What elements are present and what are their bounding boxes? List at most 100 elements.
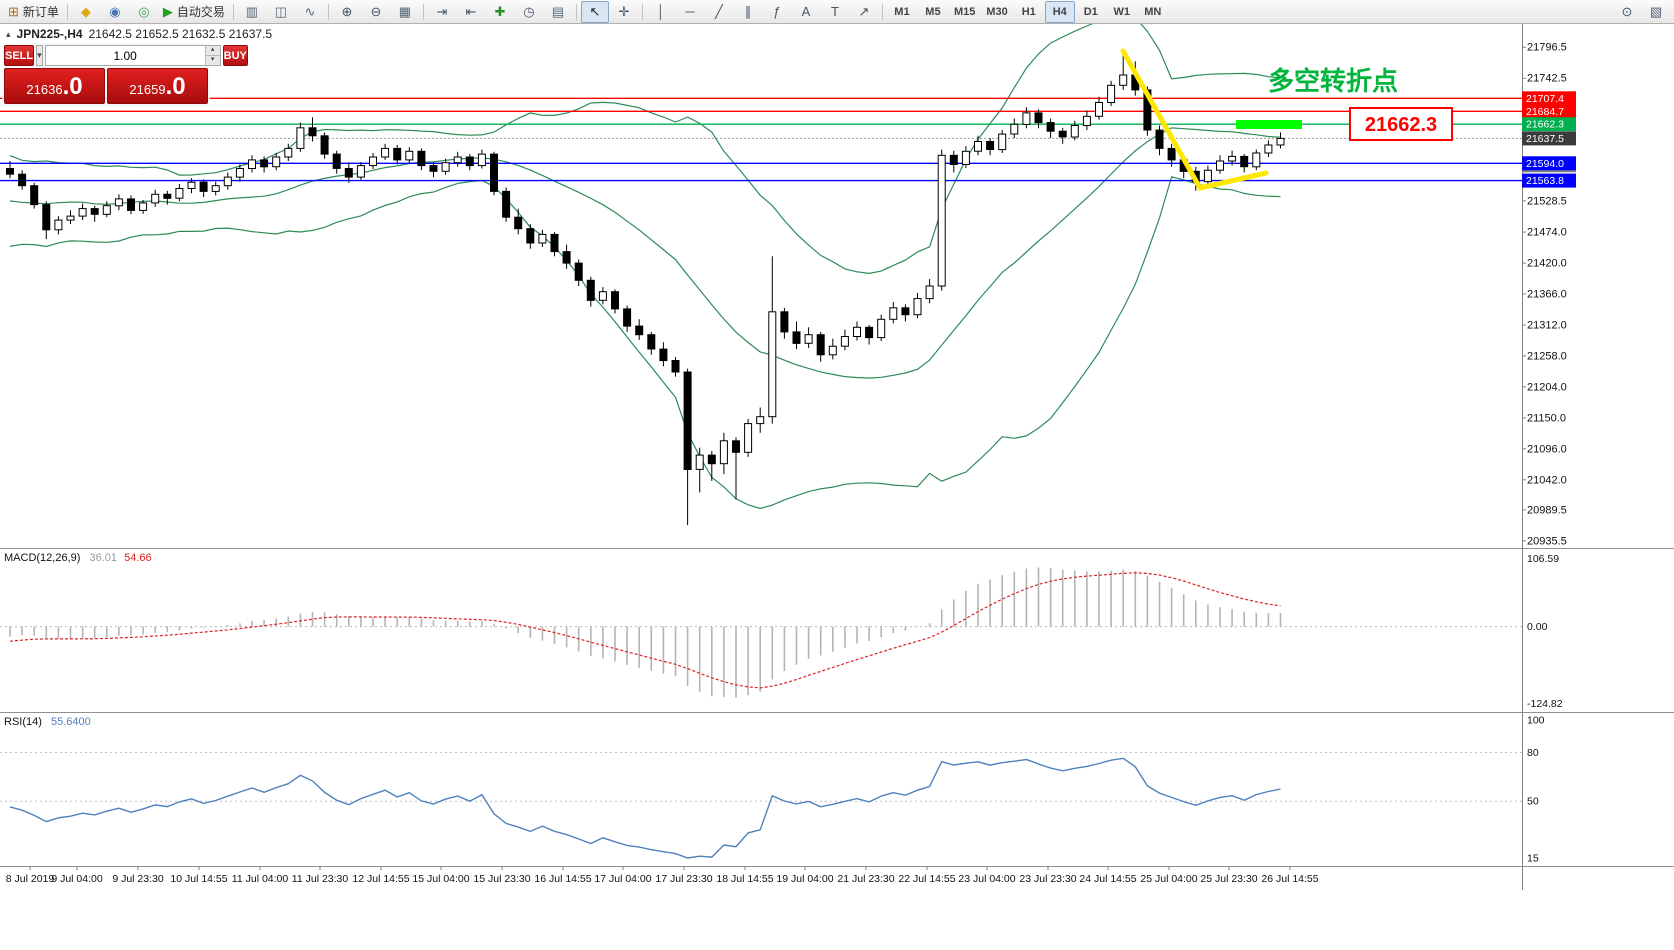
volume-dropdown-icon[interactable]: ▾ (36, 45, 43, 66)
market-watch-button[interactable]: ◉ (101, 1, 129, 23)
channel-button[interactable]: ∥ (734, 1, 762, 23)
price-tick-label: 21742.5 (1527, 73, 1567, 85)
timeframe-m1-button[interactable]: M1 (887, 1, 917, 23)
candle (490, 153, 498, 192)
sell-button[interactable]: SELL (4, 45, 35, 66)
timeframe-w1-button[interactable]: W1 (1107, 1, 1137, 23)
cursor-button[interactable]: ↖ (580, 0, 609, 23)
vertical-line-button[interactable]: │ (647, 1, 675, 23)
market-watch-icon: ◉ (109, 4, 121, 19)
main-chart[interactable]: 多空转折点 21662.3 21796.5 21742.5 21528.5 21474… (0, 24, 1674, 548)
rsi-chart[interactable]: RSI(14) 55.6400 100 80 50 15 (0, 712, 1674, 866)
time-tick-label: 8 Jul 2019 (6, 873, 55, 885)
annotation-turning-point-text[interactable]: 多空转折点 (1268, 66, 1398, 96)
candle (623, 308, 632, 327)
sell-price-box[interactable]: 21636.0 (4, 68, 105, 104)
candle (768, 311, 777, 418)
crosshair-icon: ✛ (618, 4, 630, 19)
crosshair-button[interactable]: ✛ (610, 1, 638, 23)
candle (6, 168, 14, 175)
bottom-filler (0, 890, 1674, 950)
candlestick-chart-button[interactable]: ◫ (267, 1, 295, 23)
indicators-button[interactable]: ✚ (486, 1, 514, 23)
yellow-trendline[interactable] (1197, 170, 1269, 191)
panel-collapse-icon[interactable]: ▴ (6, 28, 11, 39)
zoom-out-button[interactable]: ⊖ (362, 1, 390, 23)
fibonacci-button[interactable]: ƒ (763, 1, 791, 23)
templates-button[interactable]: ▤ (544, 1, 572, 23)
line-chart-button[interactable]: ∿ (296, 1, 324, 23)
zoom-in-button[interactable]: ⊕ (333, 1, 361, 23)
macd-chart[interactable]: MACD(12,26,9) 36.01 54.66 106.59 0.00 -124… (0, 548, 1674, 712)
green-highlight-bar[interactable] (1236, 120, 1302, 129)
bar-chart-button[interactable]: ▥ (238, 1, 266, 23)
annotation-price-frame[interactable] (1349, 107, 1453, 141)
time-tick-label: 18 Jul 14:55 (716, 873, 773, 885)
timeframe-h4-button[interactable]: H4 (1044, 0, 1075, 23)
time-tick-label: 17 Jul 04:00 (594, 873, 651, 885)
candle (1058, 130, 1067, 138)
text-button[interactable]: A (792, 1, 820, 23)
candle (1228, 155, 1237, 162)
candle (961, 150, 970, 166)
timeframe-m5-button[interactable]: M5 (918, 1, 948, 23)
candle (199, 181, 208, 192)
line-chart-icon: ∿ (304, 4, 316, 19)
candle (1107, 84, 1116, 103)
timeframe-mn-button[interactable]: MN (1138, 1, 1168, 23)
price-tag (1522, 173, 1576, 188)
horizontal-line-icon: ─ (685, 4, 695, 19)
macd-scale-label: 106.59 (1527, 553, 1559, 565)
new-order-button[interactable]: ⊞ 新订单 (4, 1, 63, 23)
new-order-button-label: 新订单 (22, 5, 59, 19)
yellow-trendline[interactable] (1120, 48, 1203, 191)
autotrading-button[interactable]: ▶ 自动交易 (159, 1, 229, 23)
chart-shift-button[interactable]: ⇤ (457, 1, 485, 23)
price-tick-label: 21796.5 (1527, 42, 1567, 54)
arrows-button[interactable]: ↗ (850, 1, 878, 23)
candlestick-chart-icon: ◫ (274, 4, 288, 19)
price-tag-label: 21563.8 (1526, 175, 1564, 187)
trendline-button[interactable]: ╱ (705, 1, 733, 23)
candle (393, 147, 402, 161)
buy-price-box[interactable]: 21659.0 (107, 68, 208, 104)
candle (248, 159, 256, 169)
timeframe-m15-button[interactable]: M15 (949, 1, 980, 23)
candle (1167, 147, 1176, 161)
metaeditor-button[interactable]: ◆ (72, 1, 100, 23)
periods-button[interactable]: ◷ (515, 1, 543, 23)
candle (272, 156, 281, 168)
chart-properties-button[interactable]: ▧ (1642, 1, 1670, 23)
candle (828, 345, 837, 356)
strategy-tester-button[interactable]: ◎ (130, 1, 158, 23)
timeframe-d1-button[interactable]: D1 (1076, 1, 1106, 23)
search-button[interactable]: ⊙ (1613, 1, 1641, 23)
buy-button[interactable]: BUY (222, 45, 248, 66)
horizontal-lines[interactable] (0, 97, 1522, 182)
text-label-button[interactable]: T (821, 1, 849, 23)
price-tag (1522, 156, 1576, 171)
horizontal-line-button[interactable]: ─ (676, 1, 704, 23)
timeframe-m30-button[interactable]: M30 (981, 1, 1012, 23)
buy-price-pips: .0 (165, 73, 186, 100)
candle (1119, 74, 1128, 86)
price-axis: 21796.5 21742.5 21528.5 21474.0 21420.0 21366… (1522, 24, 1567, 548)
candle (441, 162, 450, 172)
tile-windows-button[interactable]: ▦ (391, 1, 419, 23)
volume-up-button[interactable]: ▴ (204, 46, 220, 56)
candle (562, 251, 571, 264)
volume-down-button[interactable]: ▾ (204, 56, 220, 65)
vertical-line-icon: │ (656, 4, 665, 19)
candle (369, 156, 377, 167)
timeframe-h1-button[interactable]: H1 (1014, 1, 1044, 23)
drawn-annotations[interactable] (1120, 48, 1302, 191)
text-icon: A (801, 4, 811, 19)
auto-scroll-button[interactable]: ⇥ (428, 1, 456, 23)
new-order-icon: ⊞ (8, 4, 19, 19)
rsi-series (0, 712, 1674, 859)
price-tick-label: 21204.0 (1527, 381, 1567, 393)
volume-spinner: ▴ ▾ (204, 46, 220, 65)
volume-input[interactable] (45, 46, 205, 65)
candle (78, 208, 87, 217)
